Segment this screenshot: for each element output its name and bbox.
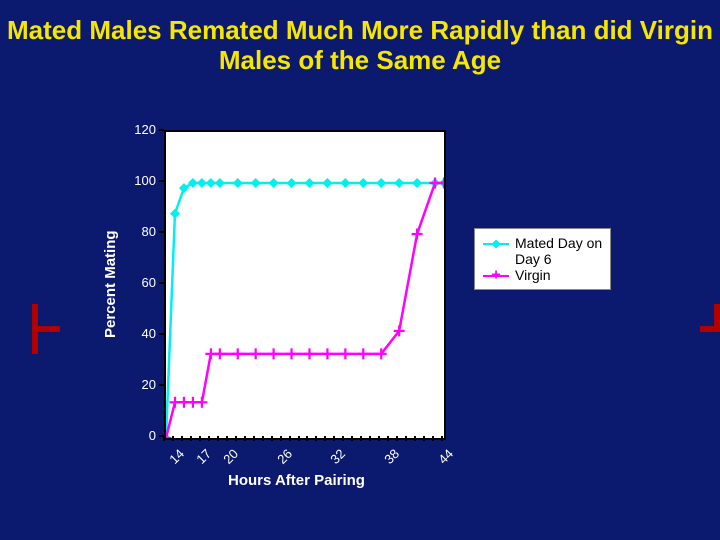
x-tick	[235, 436, 237, 441]
x-tick	[190, 436, 192, 441]
diamond-icon	[483, 237, 509, 251]
x-tick	[360, 436, 362, 441]
y-tick-label: 60	[126, 275, 156, 290]
x-tick	[262, 436, 264, 441]
x-tick-label: 44	[435, 446, 456, 467]
y-tick-label: 100	[126, 173, 156, 188]
x-tick	[441, 436, 443, 441]
y-tick	[159, 384, 164, 386]
chart-svg	[166, 132, 444, 438]
x-tick-label: 26	[274, 446, 295, 467]
x-tick	[387, 436, 389, 441]
x-tick	[289, 436, 291, 441]
x-tick	[306, 436, 308, 441]
red-decor-bar	[714, 304, 720, 332]
chart-container: 0 20 40 60 80 100 120 14 17 20 26 32 38 44 Percent Mat…	[96, 112, 644, 506]
x-axis-label: Hours After Pairing	[228, 472, 365, 489]
plus-icon: +	[483, 269, 509, 283]
x-tick	[333, 436, 335, 441]
x-tick-label: 17	[193, 446, 214, 467]
chart: 0 20 40 60 80 100 120 14 17 20 26 32 38 44 Percent Mat…	[96, 112, 644, 506]
x-tick	[315, 436, 317, 441]
y-tick	[159, 333, 164, 335]
y-tick-label: 20	[126, 377, 156, 392]
legend: Mated Day on Day 6 + Virgin	[474, 228, 611, 290]
x-tick	[181, 436, 183, 441]
x-tick-label: 20	[220, 446, 241, 467]
y-tick	[159, 129, 164, 131]
x-tick	[208, 436, 210, 441]
x-tick	[405, 436, 407, 441]
y-axis-label: Percent Mating	[102, 230, 119, 338]
x-tick	[342, 436, 344, 441]
x-tick	[217, 436, 219, 441]
y-tick	[159, 282, 164, 284]
x-tick	[432, 436, 434, 441]
x-tick	[378, 436, 380, 441]
slide-title: Mated Males Remated Much More Rapidly th…	[0, 16, 720, 76]
red-decor-bar	[32, 326, 38, 354]
x-tick	[324, 436, 326, 441]
y-tick-label: 80	[126, 224, 156, 239]
x-tick	[163, 436, 165, 441]
x-tick-label: 32	[328, 446, 349, 467]
y-tick	[159, 231, 164, 233]
y-tick-label: 120	[126, 122, 156, 137]
legend-label: Virgin	[515, 267, 551, 283]
plot-area	[164, 130, 446, 440]
legend-label: Mated Day on Day 6	[515, 235, 602, 267]
x-tick	[253, 436, 255, 441]
y-tick-label: 0	[126, 428, 156, 443]
x-tick	[199, 436, 201, 441]
legend-item: + Virgin	[483, 267, 602, 283]
x-tick	[298, 436, 300, 441]
x-tick	[244, 436, 246, 441]
x-tick	[423, 436, 425, 441]
x-tick	[414, 436, 416, 441]
x-tick	[369, 436, 371, 441]
x-tick	[172, 436, 174, 441]
x-tick-label: 38	[381, 446, 402, 467]
x-tick	[351, 436, 353, 441]
legend-item: Mated Day on Day 6	[483, 235, 602, 267]
x-tick	[271, 436, 273, 441]
y-tick	[159, 180, 164, 182]
x-tick-label: 14	[166, 446, 187, 467]
y-tick-label: 40	[126, 326, 156, 341]
x-tick	[396, 436, 398, 441]
x-tick	[226, 436, 228, 441]
x-tick	[280, 436, 282, 441]
slide: Mated Males Remated Much More Rapidly th…	[0, 0, 720, 540]
